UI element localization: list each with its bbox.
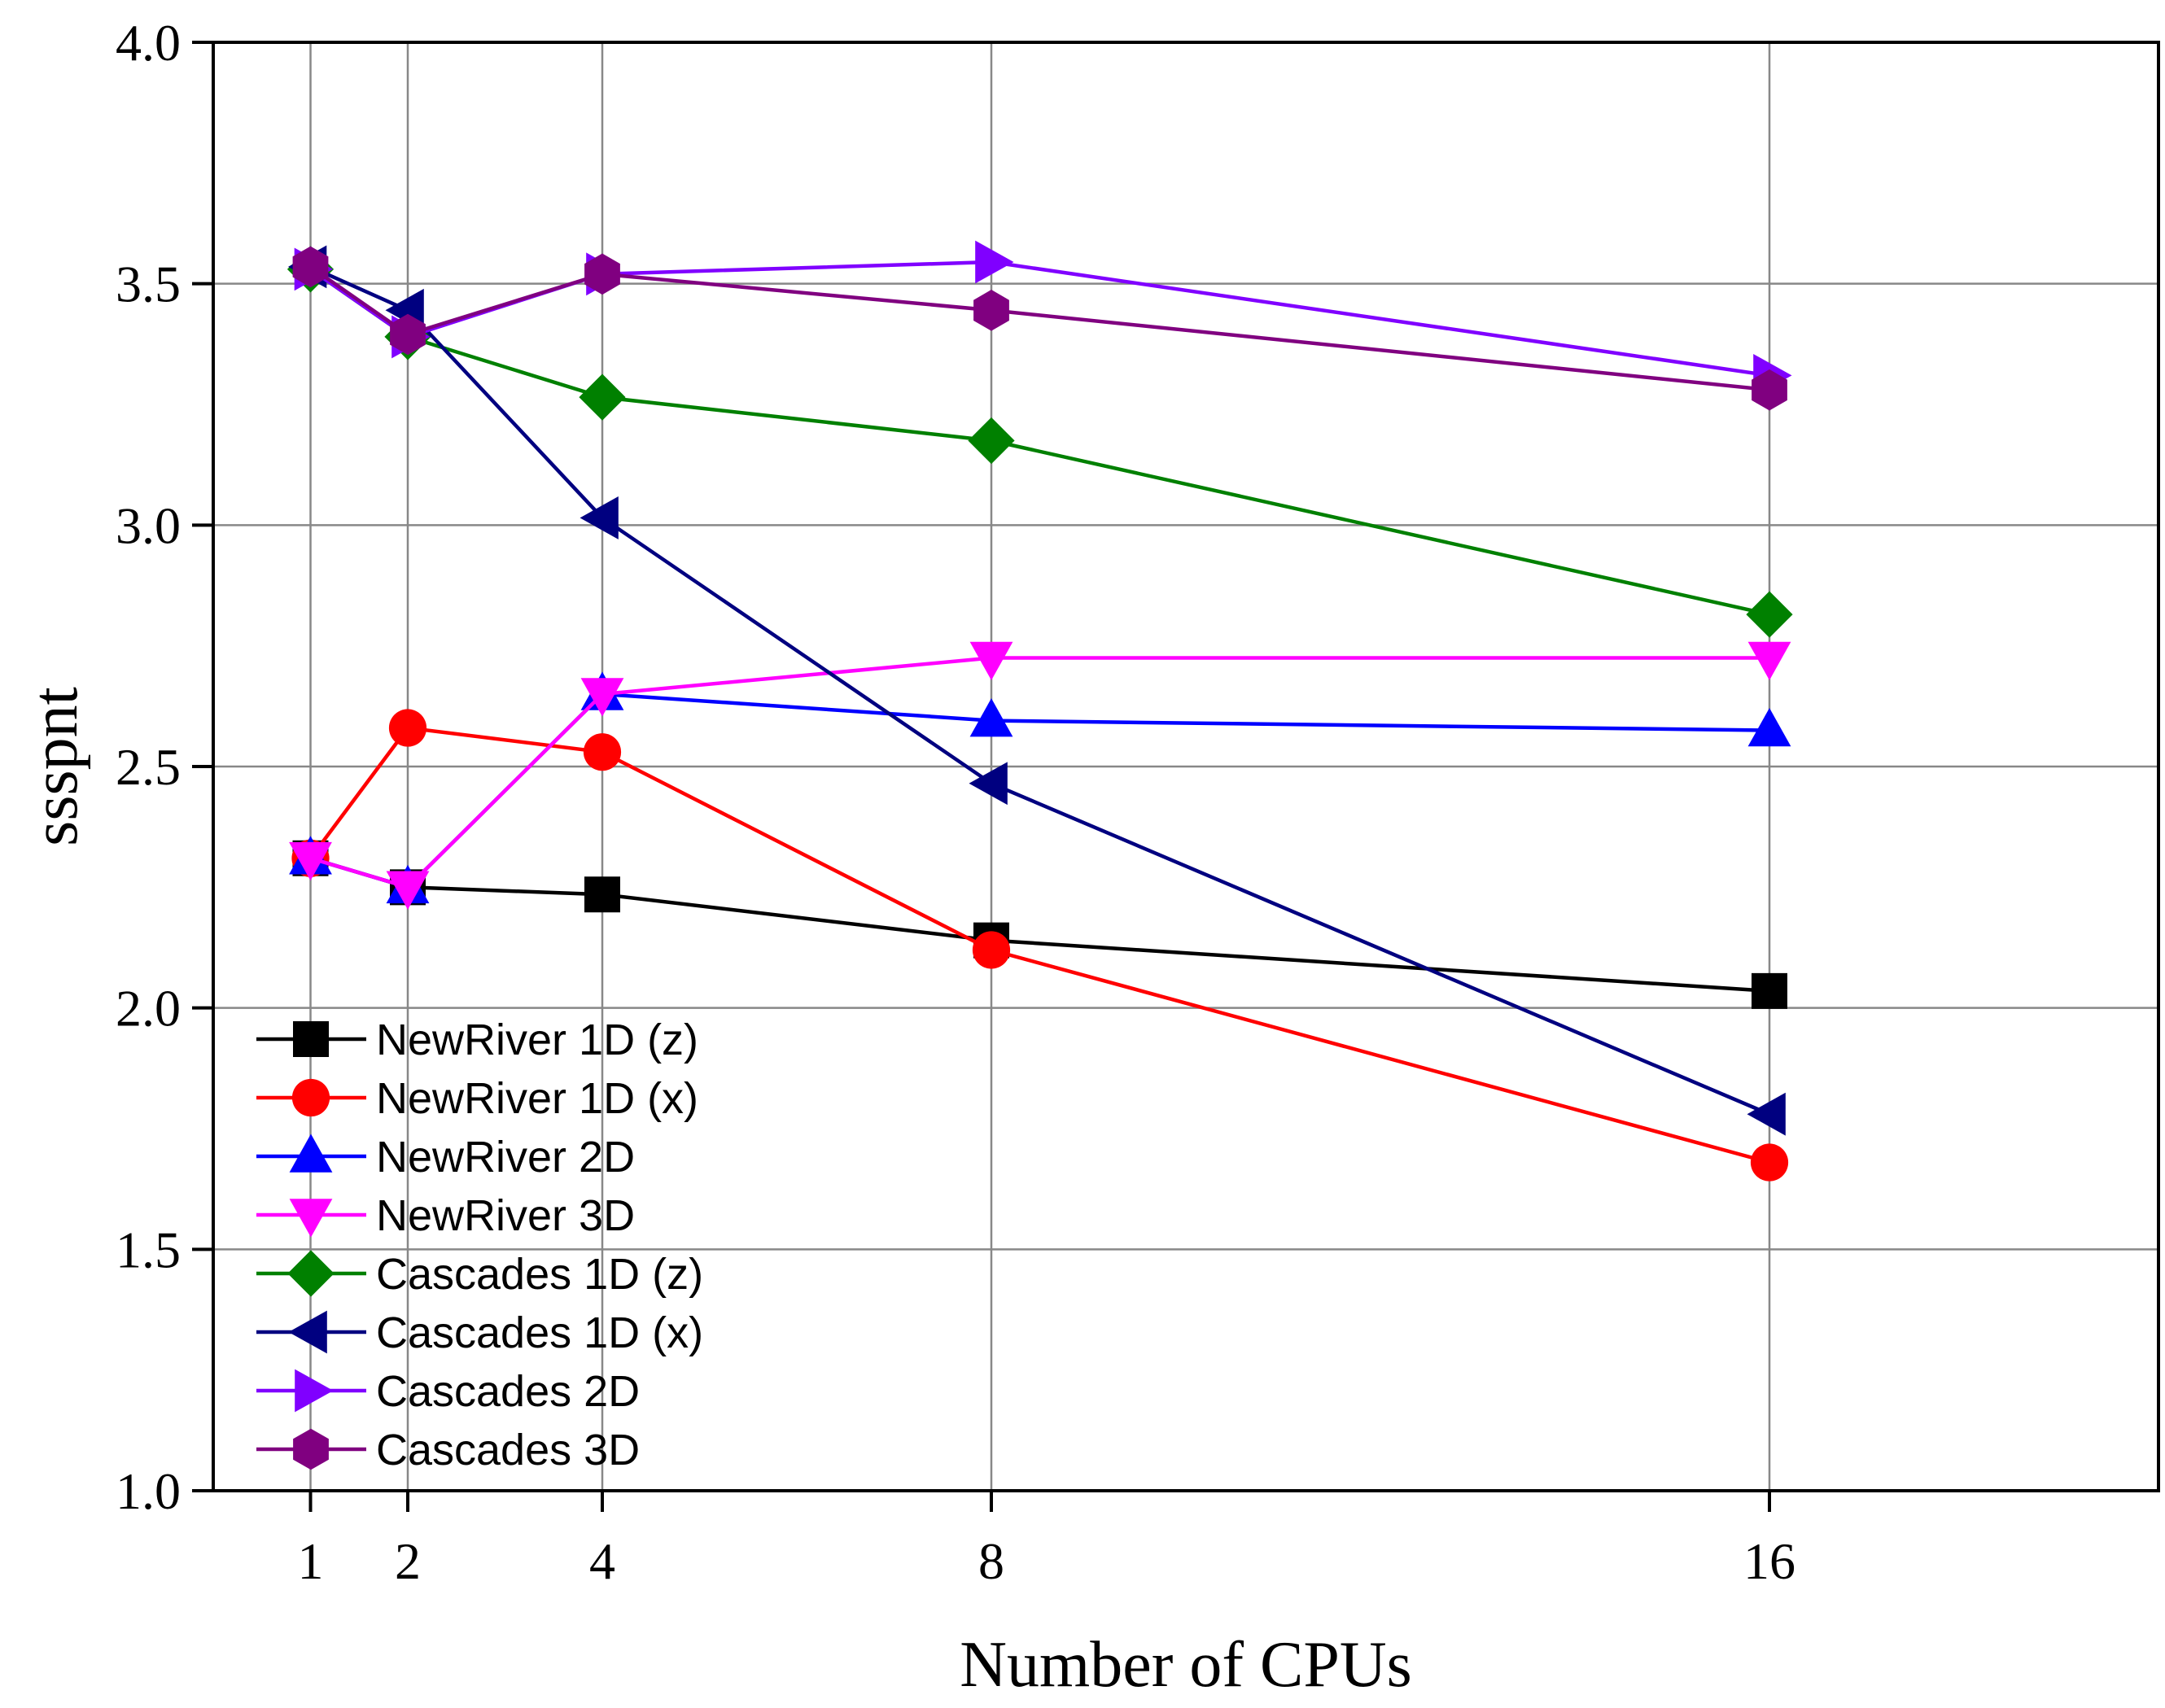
legend-item: Cascades 2D: [256, 1367, 640, 1416]
data-point: [1746, 591, 1793, 638]
x-tick-label: 16: [1743, 1532, 1795, 1590]
data-point: [584, 876, 620, 913]
data-point: [1747, 708, 1791, 747]
legend-item: NewRiver 1D (z): [256, 1016, 698, 1064]
legend-marker: [291, 1078, 330, 1117]
y-axis-title: ssspnt: [20, 687, 91, 846]
series-group: [286, 240, 1793, 1182]
legend-marker: [288, 1310, 327, 1354]
data-point: [292, 246, 329, 288]
data-point: [973, 290, 1009, 331]
legend-item: NewRiver 3D: [256, 1191, 635, 1240]
legend-marker: [287, 1250, 335, 1297]
legend-label: NewRiver 2D: [376, 1133, 635, 1182]
data-point: [969, 762, 1008, 806]
x-axis-title: Number of CPUs: [960, 1629, 1412, 1701]
legend-marker: [293, 1428, 329, 1470]
legend-item: NewRiver 1D (x): [256, 1074, 698, 1123]
data-point: [1752, 369, 1787, 411]
data-point: [583, 733, 622, 771]
legend-item: Cascades 3D: [256, 1426, 640, 1474]
legend-marker: [293, 1021, 329, 1057]
data-point: [386, 871, 430, 910]
legend-marker: [289, 1134, 333, 1173]
series-3: [289, 641, 1791, 910]
data-point: [584, 253, 620, 295]
data-point: [580, 496, 619, 539]
y-tick-label: 3.5: [116, 256, 181, 313]
data-point: [390, 313, 426, 356]
data-point: [1752, 972, 1787, 1009]
y-tick-label: 1.5: [116, 1221, 181, 1278]
data-point: [388, 709, 427, 747]
series-7: [292, 246, 1787, 411]
y-tick-label: 4.0: [116, 14, 181, 72]
x-tick-label: 4: [589, 1532, 615, 1590]
data-point: [1747, 641, 1791, 680]
legend: NewRiver 1D (z) NewRiver 1D (x) NewRiver 2…: [256, 1016, 703, 1474]
x-tick-label: 8: [978, 1532, 1004, 1590]
axis-ticks: 1 2 4 8 16 1.0 1.5 2.0 2.5 3.0 3.5 4.0: [116, 14, 1795, 1590]
data-point: [969, 641, 1013, 680]
legend-label: Cascades 1D (z): [376, 1250, 703, 1299]
data-point: [580, 678, 624, 717]
legend-label: NewRiver 1D (x): [376, 1074, 698, 1123]
data-point: [975, 240, 1014, 284]
legend-label: NewRiver 3D: [376, 1191, 635, 1240]
x-tick-label: 2: [395, 1532, 421, 1590]
data-point: [579, 373, 626, 421]
legend-label: Cascades 2D: [376, 1367, 640, 1416]
data-point: [1750, 1143, 1789, 1182]
y-tick-label: 1.0: [116, 1462, 181, 1520]
data-point: [972, 931, 1011, 969]
legend-label: Cascades 1D (x): [376, 1308, 703, 1357]
legend-label: NewRiver 1D (z): [376, 1016, 698, 1064]
legend-item: Cascades 1D (x): [256, 1308, 703, 1357]
legend-item: Cascades 1D (z): [256, 1250, 703, 1299]
data-point: [289, 841, 332, 881]
y-tick-label: 2.0: [116, 980, 181, 1037]
data-point: [969, 698, 1013, 737]
legend-marker: [295, 1369, 334, 1413]
legend-marker: [289, 1199, 333, 1238]
legend-item: NewRiver 2D: [256, 1133, 635, 1182]
data-point: [1747, 1092, 1786, 1136]
data-point: [968, 417, 1015, 465]
y-tick-label: 2.5: [116, 738, 181, 796]
legend-label: Cascades 3D: [376, 1426, 640, 1474]
x-tick-label: 1: [298, 1532, 324, 1590]
y-tick-label: 3.0: [116, 496, 181, 554]
